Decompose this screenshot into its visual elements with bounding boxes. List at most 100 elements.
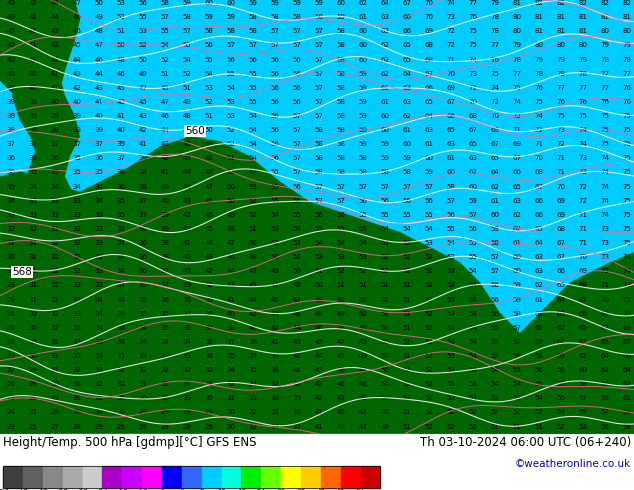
Text: 54: 54	[403, 226, 411, 232]
Text: 54: 54	[271, 212, 280, 218]
Text: -38: -38	[57, 489, 68, 490]
Text: 36: 36	[160, 296, 169, 302]
Text: 38: 38	[72, 127, 82, 133]
Text: 56: 56	[292, 197, 301, 204]
Text: 46: 46	[183, 141, 191, 147]
Text: 57: 57	[403, 184, 411, 190]
Text: 55: 55	[534, 381, 543, 387]
Text: 53: 53	[446, 325, 455, 331]
Text: 33: 33	[94, 339, 103, 345]
Text: 40: 40	[29, 85, 37, 91]
Text: 57: 57	[359, 184, 368, 190]
Text: 55: 55	[359, 212, 367, 218]
Text: 40: 40	[160, 197, 169, 204]
Text: 52: 52	[271, 240, 280, 246]
Text: 40: 40	[94, 113, 103, 119]
Text: 36: 36	[117, 170, 126, 175]
Text: 43: 43	[72, 71, 81, 76]
Text: 51: 51	[205, 113, 214, 119]
Text: 62: 62	[557, 325, 566, 331]
Bar	[43, 466, 63, 488]
Text: 58: 58	[359, 155, 368, 161]
Text: 33: 33	[94, 212, 103, 218]
Text: 37: 37	[138, 212, 148, 218]
Text: 38: 38	[29, 127, 37, 133]
Text: 33: 33	[94, 353, 103, 359]
Text: 58: 58	[249, 28, 257, 34]
Text: 71: 71	[557, 170, 566, 175]
Text: 29: 29	[94, 423, 103, 430]
Text: 57: 57	[314, 85, 323, 91]
Text: 35: 35	[72, 155, 81, 161]
Text: 57: 57	[160, 14, 169, 20]
Text: 58: 58	[314, 170, 323, 175]
Text: 32: 32	[117, 381, 126, 387]
Text: 39: 39	[94, 127, 103, 133]
Text: 29: 29	[205, 410, 214, 416]
Text: 80: 80	[512, 14, 522, 20]
Text: 54: 54	[469, 339, 477, 345]
Text: 39: 39	[6, 99, 15, 105]
Text: 42: 42	[29, 0, 37, 6]
Text: 42: 42	[139, 127, 147, 133]
Text: 31: 31	[29, 254, 37, 260]
Text: 47: 47	[226, 240, 235, 246]
Text: 47: 47	[359, 410, 368, 416]
Text: 36: 36	[138, 240, 148, 246]
Text: 74: 74	[600, 197, 609, 204]
Text: 30: 30	[226, 410, 235, 416]
Text: 29: 29	[139, 423, 148, 430]
Bar	[361, 466, 380, 488]
Text: 53: 53	[292, 240, 301, 246]
Text: 44: 44	[249, 296, 257, 302]
Text: 31: 31	[29, 296, 37, 302]
Text: 63: 63	[534, 269, 543, 274]
Text: 65: 65	[469, 141, 477, 147]
Text: 74: 74	[600, 170, 609, 175]
Text: 63: 63	[534, 254, 543, 260]
Text: 77: 77	[469, 0, 477, 6]
Text: 52: 52	[117, 14, 126, 20]
Text: 53: 53	[469, 381, 477, 387]
Text: 36: 36	[51, 155, 60, 161]
Text: 41: 41	[117, 113, 126, 119]
Text: 32: 32	[226, 381, 235, 387]
Text: 53: 53	[491, 395, 500, 401]
Text: 48: 48	[359, 395, 368, 401]
Text: 79: 79	[491, 0, 500, 6]
Text: 41: 41	[205, 282, 214, 289]
Text: 34: 34	[226, 367, 235, 373]
Text: 32: 32	[72, 367, 81, 373]
Text: 54: 54	[469, 296, 477, 302]
Text: 52: 52	[425, 339, 434, 345]
Text: 52: 52	[226, 141, 235, 147]
Text: 40: 40	[160, 184, 169, 190]
Text: 60: 60	[446, 170, 455, 175]
Text: 46: 46	[271, 296, 280, 302]
Text: 58: 58	[337, 113, 346, 119]
Text: 68: 68	[425, 56, 434, 63]
Text: 54: 54	[380, 226, 389, 232]
Text: 81: 81	[600, 14, 609, 20]
Text: 80: 80	[578, 42, 588, 49]
Text: 52: 52	[249, 212, 257, 218]
Text: 53: 53	[446, 339, 455, 345]
Text: 70: 70	[491, 113, 500, 119]
Text: 35: 35	[226, 353, 235, 359]
Text: 55: 55	[293, 212, 301, 218]
Text: 39: 39	[51, 113, 60, 119]
Text: 75: 75	[600, 141, 609, 147]
Text: 64: 64	[534, 240, 543, 246]
Text: 38: 38	[226, 325, 235, 331]
Text: 47: 47	[292, 296, 301, 302]
Text: 43: 43	[139, 113, 148, 119]
Bar	[103, 466, 122, 488]
Text: 76: 76	[557, 99, 566, 105]
Text: 75: 75	[491, 71, 500, 76]
Text: 34: 34	[271, 423, 280, 430]
Text: 50: 50	[117, 42, 126, 49]
Text: Height/Temp. 500 hPa [gdmp][°C] GFS ENS: Height/Temp. 500 hPa [gdmp][°C] GFS ENS	[3, 437, 257, 449]
Text: 59: 59	[491, 226, 500, 232]
Text: 45: 45	[249, 282, 257, 289]
Text: 60: 60	[578, 367, 588, 373]
